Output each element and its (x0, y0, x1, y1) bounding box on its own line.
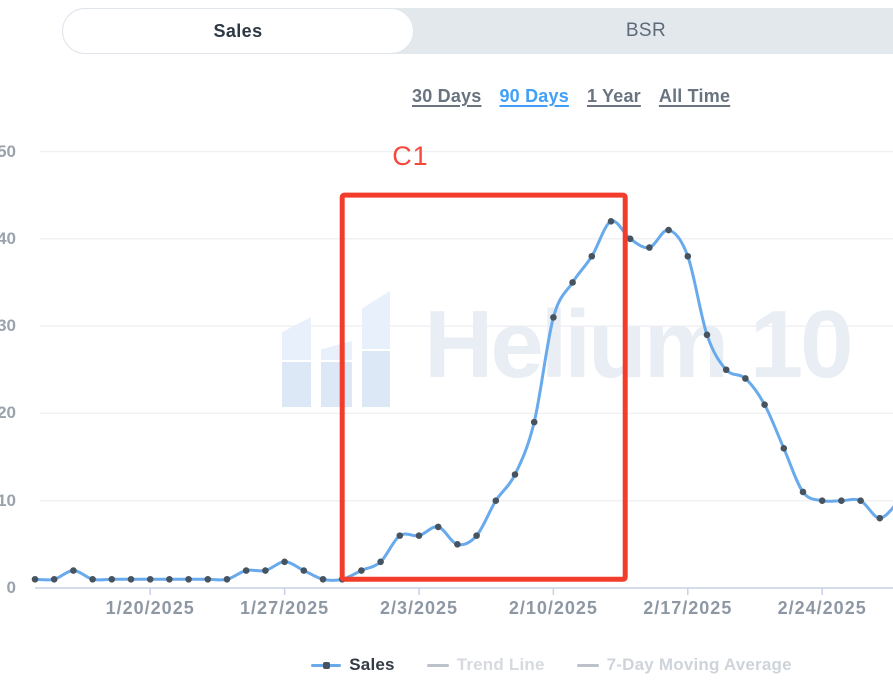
watermark-text: Helium 10 (424, 291, 854, 398)
moving-average-marker-icon (576, 663, 599, 667)
legend-label-trend-line: Trend Line (456, 655, 545, 674)
chart-dot (127, 575, 135, 583)
x-axis-label: 2/10/2025 (508, 598, 598, 618)
legend-label-sales: Sales (349, 655, 395, 674)
chart-dot (50, 575, 58, 583)
chart-dot (396, 532, 404, 539)
tab-bsr-label: BSR (625, 20, 667, 41)
y-axis-label: 10 (0, 490, 16, 510)
annotation-box (339, 192, 628, 582)
sales-line (33, 219, 893, 582)
legend-label-7-day-moving-average: 7-Day Moving Average (606, 655, 792, 674)
sales-series-marker-icon (311, 661, 342, 669)
chart-dot (242, 567, 250, 574)
chart-dot (530, 418, 538, 426)
chart-dot (550, 314, 557, 321)
tab-sales[interactable]: Sales (62, 8, 414, 54)
chart-dot (799, 488, 807, 496)
x-axis-label: 2/24/2025 (777, 598, 867, 618)
legend-item-sales[interactable]: Sales (311, 655, 394, 675)
chart-dot (473, 532, 480, 539)
chart-dot (166, 575, 173, 583)
link-all-time[interactable]: All Time (658, 86, 731, 106)
y-axis-label: 30 (0, 316, 16, 336)
chart-dot (319, 575, 327, 583)
helium10-logo-icon (281, 289, 393, 407)
x-axis-label: 2/17/2025 (643, 598, 733, 618)
chart-dot (607, 218, 615, 225)
y-axis-label: 0 (6, 578, 16, 597)
chart-dot (223, 575, 231, 583)
chart-legend: Sales Trend Line 7-Day Moving Average (210, 655, 893, 675)
chart-dot (857, 497, 864, 505)
annotation-label: C1 (392, 141, 429, 171)
chart-dot (780, 445, 788, 452)
legend-item-7-day-moving-average[interactable]: 7-Day Moving Average (576, 655, 792, 675)
chart-dot (454, 541, 461, 548)
chart-dot (31, 575, 39, 583)
tab-sales-label: Sales (213, 20, 263, 41)
logo-bar (362, 351, 390, 407)
chart-dot (626, 235, 634, 243)
chart-dot (818, 497, 826, 505)
link-1-year[interactable]: 1 Year (586, 86, 641, 106)
logo-bar (282, 362, 311, 407)
chart-dot (415, 532, 423, 539)
chart-dot (761, 401, 768, 408)
x-axis-label: 1/27/2025 (240, 598, 330, 618)
link-90-days[interactable]: 90 Days (499, 86, 569, 106)
x-axis-label: 2/3/2025 (379, 598, 459, 618)
x-axis-label: 1/20/2025 (105, 598, 195, 618)
trend-line-marker-icon (426, 663, 449, 667)
chart-dot (876, 514, 884, 522)
chart-dot (108, 575, 116, 583)
logo-bar (321, 362, 352, 407)
chart-dot (300, 567, 308, 574)
chart-dot (204, 575, 212, 583)
chart-dot (511, 471, 519, 478)
chart-dot (281, 558, 288, 566)
chart-dot (569, 279, 576, 286)
time-range-links: 30 Days 90 Days 1 Year All Time (412, 86, 730, 107)
chart-dot (838, 497, 845, 505)
chart-dot (588, 252, 596, 260)
y-axis-label: 40 (0, 228, 16, 248)
chart-dot (89, 575, 96, 583)
y-axis-label: 20 (0, 403, 16, 423)
y-axis-label: 50 (0, 141, 16, 161)
chart-dot (722, 366, 730, 374)
chart-dot (665, 226, 672, 234)
chart-dot (492, 497, 500, 505)
chart-dot (262, 567, 269, 574)
chart-dot (358, 567, 365, 574)
chart-dot (146, 575, 154, 583)
link-30-days[interactable]: 30 Days (412, 86, 482, 106)
chart-dot (377, 558, 384, 566)
chart-dot (742, 375, 749, 382)
chart-dot (70, 567, 77, 574)
tab-bsr[interactable]: BSR (476, 8, 816, 54)
chart-dot (185, 575, 192, 583)
chart-dot (434, 523, 442, 531)
chart-dot (646, 244, 653, 251)
chart-dot (684, 252, 692, 260)
chart-dot (703, 331, 711, 339)
legend-item-trend-line[interactable]: Trend Line (426, 655, 545, 675)
metric-tab-bar: Sales BSR Rev (62, 8, 893, 54)
